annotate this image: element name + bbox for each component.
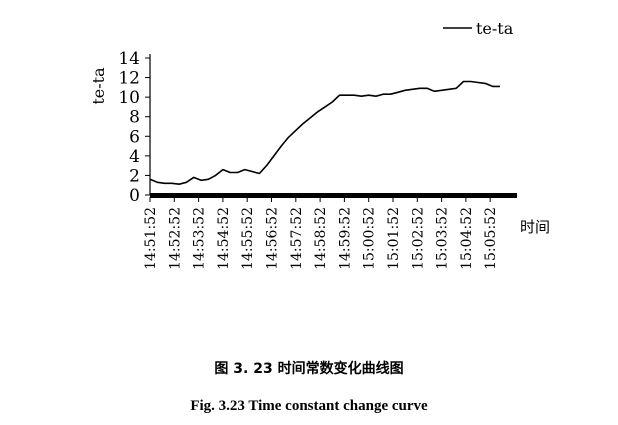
y-tick-label: 14 — [118, 49, 140, 69]
x-axis-label: 时间 — [520, 218, 550, 236]
x-tick-label: 15:01:52 — [386, 207, 402, 270]
x-tick-label: 14:57:52 — [289, 207, 305, 270]
series-group — [149, 80, 500, 185]
figure-caption-english: Fig. 3.23 Time constant change curve — [190, 398, 428, 414]
y-tick-label: 6 — [129, 127, 140, 147]
series-line-te-ta — [149, 80, 500, 185]
x-tick-label: 14:53:52 — [192, 207, 208, 270]
x-tick-label: 15:02:52 — [410, 207, 426, 270]
x-tick-label: 15:05:52 — [483, 207, 499, 270]
y-tick-label: 8 — [129, 108, 140, 128]
x-tick-label: 14:56:52 — [265, 207, 281, 270]
y-tick-label: 10 — [118, 88, 140, 108]
x-tick-label: 14:51:52 — [143, 207, 159, 270]
x-tick-label: 15:03:52 — [435, 207, 451, 270]
x-tick-label: 15:04:52 — [459, 207, 475, 270]
y-tick-label: 2 — [129, 166, 140, 186]
x-tick-label: 14:55:52 — [240, 207, 256, 270]
x-tick-label: 14:59:52 — [337, 207, 353, 270]
y-tick-label: 0 — [129, 186, 140, 206]
figure-caption-chinese: 图 3. 23 时间常数变化曲线图 — [214, 361, 404, 377]
x-tick-label: 14:58:52 — [313, 207, 329, 270]
legend: te-ta — [443, 19, 514, 38]
legend-label-te-ta: te-ta — [476, 19, 514, 38]
y-tick-label: 4 — [129, 147, 140, 167]
x-tick-label: 14:54:52 — [216, 207, 232, 270]
y-axis-label: te-ta — [89, 67, 108, 105]
x-tick-label: 14:52:52 — [167, 207, 183, 270]
x-tick-label: 15:00:52 — [362, 207, 378, 270]
y-tick-label: 12 — [118, 69, 140, 89]
x-axis-line — [150, 193, 517, 198]
x-axis: 14:51:52 14:52:52 14:53:52 14:54:52 14:55:52… — [143, 193, 517, 270]
